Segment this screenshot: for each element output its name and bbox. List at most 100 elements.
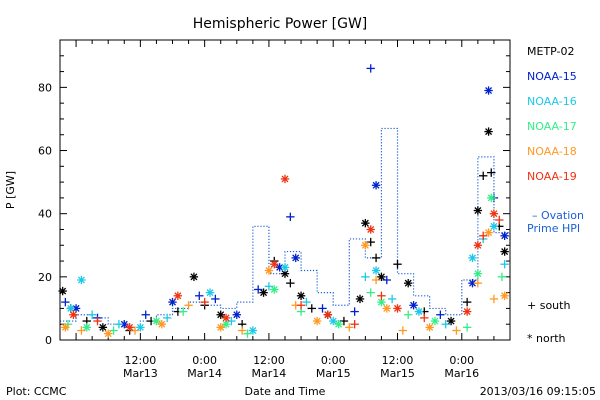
- point-south: [237, 326, 247, 335]
- hpi-step-series: [60, 127, 511, 328]
- plot-credit: Plot: CCMC: [6, 385, 67, 398]
- y-tick-label: 20: [38, 271, 52, 284]
- point-north: [82, 323, 91, 332]
- point-south: [404, 310, 413, 319]
- point-north: [125, 323, 134, 332]
- x-tick-label-date: Mar13: [123, 367, 158, 380]
- point-north: [189, 272, 199, 282]
- x-tick-label-time: 0:00: [192, 354, 217, 367]
- point-south: [371, 275, 381, 285]
- hpi-step-line: [60, 127, 511, 328]
- point-north: [264, 266, 274, 275]
- point-north: [173, 291, 183, 300]
- y-tick-label: 0: [45, 334, 52, 347]
- point-south: [366, 64, 375, 73]
- point-south: [286, 278, 295, 288]
- point-south: [500, 260, 509, 269]
- point-south: [162, 313, 172, 323]
- point-north: [487, 193, 496, 203]
- y-tick-label: 40: [38, 208, 52, 221]
- point-north: [425, 323, 434, 332]
- point-north: [382, 304, 391, 313]
- point-north: [366, 225, 375, 234]
- legend-entry: NOAA-16: [527, 95, 577, 108]
- point-south: [296, 301, 306, 310]
- point-north: [500, 231, 509, 240]
- point-south: [382, 275, 391, 285]
- point-north: [98, 323, 108, 332]
- point-north: [312, 316, 322, 326]
- point-north: [69, 310, 78, 319]
- point-north: [489, 209, 499, 218]
- point-north: [66, 304, 75, 313]
- point-north: [323, 310, 333, 319]
- legend-entry: NOAA-18: [527, 145, 577, 158]
- data-points: [58, 64, 509, 338]
- point-north: [500, 291, 509, 300]
- point-south: [371, 253, 381, 263]
- point-north: [334, 320, 343, 329]
- point-north: [270, 260, 279, 269]
- point-north: [355, 294, 365, 304]
- point-north: [473, 206, 483, 215]
- point-south: [441, 320, 450, 329]
- point-south: [345, 323, 354, 332]
- point-north: [61, 323, 70, 332]
- point-south: [366, 288, 375, 297]
- point-north: [446, 316, 456, 326]
- point-north: [232, 310, 241, 319]
- point-north: [157, 320, 166, 329]
- point-south: [87, 310, 97, 319]
- y-tick-label: 80: [38, 81, 52, 94]
- point-north: [500, 247, 509, 256]
- point-south: [489, 294, 499, 304]
- point-north: [414, 307, 424, 316]
- point-north: [259, 288, 268, 297]
- legend-entry: NOAA-17: [527, 120, 577, 133]
- point-south: [393, 260, 402, 269]
- point-north: [430, 316, 440, 326]
- legend-south-marker: + south: [527, 299, 570, 312]
- point-north: [489, 222, 499, 231]
- point-south: [307, 304, 316, 313]
- legend-entry: NOAA-15: [527, 70, 577, 83]
- point-south: [420, 313, 429, 323]
- x-tick-label-time: 12:00: [382, 354, 414, 367]
- point-south: [211, 294, 220, 304]
- point-north: [77, 275, 86, 285]
- legend-entry-hpi: – Ovation: [532, 209, 584, 222]
- legend-entry: METP-02: [527, 45, 575, 58]
- point-north: [216, 323, 225, 332]
- point-south: [243, 329, 252, 338]
- x-tick-label-date: Mar15: [316, 367, 351, 380]
- point-north: [371, 266, 381, 275]
- point-north: [473, 269, 483, 278]
- x-axis: 12:00Mar130:00Mar1412:00Mar140:00Mar1512…: [59, 40, 511, 380]
- point-north: [393, 304, 402, 313]
- point-north: [484, 127, 493, 136]
- point-south: [398, 326, 408, 335]
- point-south: [350, 320, 359, 329]
- point-south: [473, 278, 483, 288]
- point-north: [404, 278, 413, 288]
- chart-title: Hemispheric Power [GW]: [193, 16, 368, 32]
- x-tick-label-date: Mar16: [444, 367, 479, 380]
- point-north: [280, 263, 290, 272]
- point-north: [484, 86, 493, 95]
- point-north: [361, 241, 370, 250]
- point-north: [462, 307, 472, 316]
- point-south: [195, 291, 204, 300]
- x-tick-label-date: Mar15: [380, 367, 415, 380]
- legend-north-marker: * north: [527, 332, 566, 345]
- point-south: [286, 212, 295, 222]
- legend-entry-hpi: Prime HPI: [527, 222, 580, 235]
- x-tick-label-time: 0:00: [449, 354, 474, 367]
- point-south: [462, 323, 472, 332]
- legend: METP-02 NOAA-15 NOAA-16 NOAA-17 NOAA-18 NOAA-…: [527, 45, 584, 235]
- point-south: [452, 326, 461, 335]
- point-south: [184, 301, 193, 310]
- plot-timestamp: 2013/03/16 09:15:05: [480, 385, 596, 398]
- legend-entry: NOAA-19: [527, 170, 577, 183]
- point-south: [495, 215, 504, 225]
